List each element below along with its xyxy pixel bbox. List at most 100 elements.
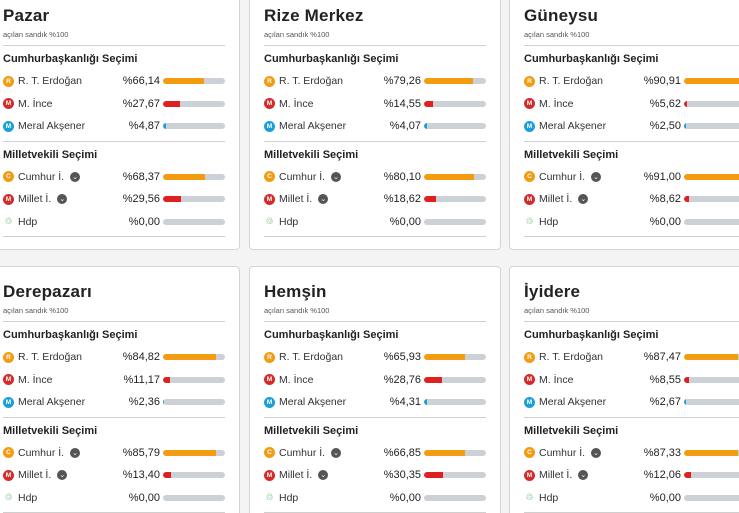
candidate-name: M. İnce xyxy=(539,373,574,386)
chevron-down-icon[interactable]: ⌄ xyxy=(578,194,589,205)
candidate-row: M M. İnce %11,17 xyxy=(3,369,225,392)
party-logo-icon: ♲ xyxy=(525,216,534,227)
party-badge-icon: M xyxy=(264,374,275,386)
name-area: M M. İnce xyxy=(524,374,635,386)
parliament-section-title: Milletvekili Seçimi xyxy=(524,424,619,437)
vote-bar-fill xyxy=(424,196,436,203)
presidential-results: R R. T. Erdoğan %65,93 M M. İnce %28,76 M Meral… xyxy=(264,346,486,414)
vote-bar-fill xyxy=(684,376,690,383)
name-area: C Cumhur İ. ⌄ xyxy=(3,171,114,183)
name-area: M M. İnce xyxy=(264,374,375,386)
alliance-row: C Cumhur İ. ⌄ %85,79 xyxy=(3,442,225,465)
party-badge-icon: M xyxy=(524,374,535,386)
vote-percentage: %0,00 xyxy=(389,491,421,504)
vote-bar xyxy=(424,376,486,383)
alliance-name: Hdp xyxy=(539,491,559,504)
party-badge-icon: M xyxy=(264,396,275,408)
district-card-3: Derepazarı açılan sandık %100 Cumhurbaşk… xyxy=(0,266,240,513)
candidate-row: M M. İnce %28,76 xyxy=(264,369,486,392)
vote-bar xyxy=(163,472,225,479)
candidate-name: Meral Akşener xyxy=(279,120,347,133)
vote-bar xyxy=(684,376,739,383)
chevron-down-icon[interactable]: ⌄ xyxy=(591,171,602,182)
alliance-name: Millet İ. xyxy=(539,193,573,206)
party-badge-icon: M xyxy=(524,469,535,481)
alliance-row: ♲ Hdp %0,00 xyxy=(264,487,486,510)
name-area: ♲ Hdp xyxy=(524,492,635,504)
name-area: M Millet İ. ⌄ xyxy=(264,193,375,205)
alliance-name: Cumhur İ. xyxy=(279,446,326,459)
parliament-results: C Cumhur İ. ⌄ %66,85 M Millet İ. ⌄ %30,35 ♲ Hdp %0… xyxy=(264,442,486,510)
candidate-row: R R. T. Erdoğan %84,82 xyxy=(3,346,225,369)
candidate-name: M. İnce xyxy=(18,97,53,110)
candidate-row: M Meral Akşener %2,67 xyxy=(524,391,739,414)
party-badge-icon: M xyxy=(524,396,535,408)
chevron-down-icon[interactable]: ⌄ xyxy=(70,171,81,182)
vote-bar xyxy=(684,78,739,85)
name-area: ♲ Hdp xyxy=(264,216,375,228)
party-badge-icon: R xyxy=(264,351,275,363)
name-area: ♲ Hdp xyxy=(524,216,635,228)
chevron-down-icon[interactable]: ⌄ xyxy=(57,194,68,205)
chevron-down-icon[interactable]: ⌄ xyxy=(318,194,329,205)
chevron-down-icon[interactable]: ⌄ xyxy=(70,447,81,458)
presidential-results: R R. T. Erdoğan %79,26 M M. İnce %14,55 M Meral… xyxy=(264,70,486,138)
alliance-row: C Cumhur İ. ⌄ %66,85 xyxy=(264,442,486,465)
presidential-results: R R. T. Erdoğan %66,14 M M. İnce %27,67 M Meral… xyxy=(3,70,225,138)
parliament-section-title: Milletvekili Seçimi xyxy=(264,148,359,161)
alliance-row: M Millet İ. ⌄ %13,40 xyxy=(3,464,225,487)
chevron-down-icon[interactable]: ⌄ xyxy=(331,447,342,458)
presidential-section-title: Cumhurbaşkanlığı Seçimi xyxy=(264,53,399,65)
chevron-down-icon[interactable]: ⌄ xyxy=(331,171,342,182)
party-logo-icon: ♲ xyxy=(525,492,534,503)
vote-percentage: %27,67 xyxy=(122,97,160,110)
alliance-name: Cumhur İ. xyxy=(18,446,65,459)
candidate-name: R. T. Erdoğan xyxy=(539,351,604,364)
name-area: R R. T. Erdoğan xyxy=(3,351,114,363)
party-logo-icon: ♲ xyxy=(265,492,274,503)
vote-bar-fill xyxy=(163,100,181,107)
candidate-name: Meral Akşener xyxy=(279,396,347,409)
vote-percentage: %28,76 xyxy=(383,373,421,386)
alliance-row: ♲ Hdp %0,00 xyxy=(524,211,739,234)
vote-percentage: %91,00 xyxy=(643,170,681,183)
vote-bar xyxy=(424,100,486,107)
chevron-down-icon[interactable]: ⌄ xyxy=(591,447,602,458)
name-area: C Cumhur İ. ⌄ xyxy=(264,447,375,459)
vote-bar xyxy=(163,376,225,383)
alliance-row: M Millet İ. ⌄ %8,62 xyxy=(524,188,739,211)
candidate-row: M Meral Akşener %2,50 xyxy=(524,115,739,138)
candidate-name: M. İnce xyxy=(279,97,314,110)
chevron-down-icon[interactable]: ⌄ xyxy=(57,470,68,481)
party-badge-icon: R xyxy=(264,75,275,87)
parliament-section-title: Milletvekili Seçimi xyxy=(3,148,98,161)
presidential-results: R R. T. Erdoğan %84,82 M M. İnce %11,17 M Meral… xyxy=(3,346,225,414)
vote-percentage: %12,06 xyxy=(643,469,681,482)
chevron-down-icon[interactable]: ⌄ xyxy=(578,470,589,481)
vote-bar xyxy=(684,218,739,225)
vote-percentage: %79,26 xyxy=(383,75,421,88)
vote-bar-fill xyxy=(684,196,690,203)
vote-bar xyxy=(163,100,225,107)
vote-bar-fill xyxy=(163,472,172,479)
vote-percentage: %84,82 xyxy=(122,351,160,364)
party-badge-icon: C xyxy=(524,171,535,183)
candidate-name: R. T. Erdoğan xyxy=(279,351,344,364)
candidate-row: M Meral Akşener %4,87 xyxy=(3,115,225,138)
chevron-down-icon[interactable]: ⌄ xyxy=(318,470,329,481)
vote-bar-fill xyxy=(424,123,427,130)
parliament-results: C Cumhur İ. ⌄ %80,10 M Millet İ. ⌄ %18,62 ♲ Hdp %0… xyxy=(264,166,486,234)
alliance-name: Millet İ. xyxy=(18,469,52,482)
district-name: Derepazarı xyxy=(3,282,92,301)
vote-bar xyxy=(163,173,225,180)
party-badge-icon: M xyxy=(3,193,14,205)
vote-percentage: %29,56 xyxy=(122,193,160,206)
vote-bar-fill xyxy=(424,449,466,456)
vote-bar-fill xyxy=(684,472,692,479)
name-area: M M. İnce xyxy=(524,98,635,110)
name-area: C Cumhur İ. ⌄ xyxy=(524,447,635,459)
vote-bar-fill xyxy=(163,196,182,203)
name-area: M Millet İ. ⌄ xyxy=(524,469,635,481)
party-badge-icon: M xyxy=(264,98,275,110)
name-area: M M. İnce xyxy=(3,98,114,110)
